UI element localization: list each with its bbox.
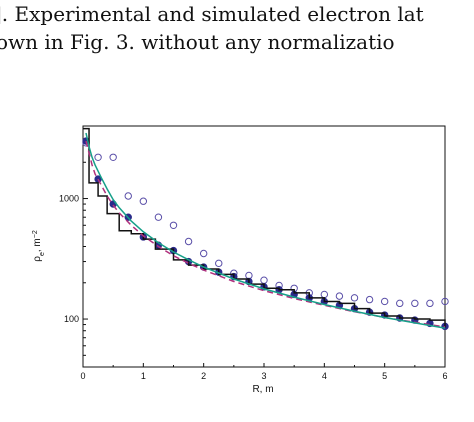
y-axis-symbol: ρ bbox=[32, 256, 43, 262]
series-0-point-3 bbox=[124, 192, 132, 200]
y-axis-unit: , m bbox=[32, 238, 43, 252]
series-0-point-1 bbox=[94, 153, 102, 161]
series-0-point-21 bbox=[396, 299, 404, 308]
y-axis-superscript: −2 bbox=[32, 230, 39, 238]
series-0-point-9 bbox=[215, 259, 223, 268]
series-0-point-12 bbox=[260, 276, 268, 284]
series-0-point-17 bbox=[335, 292, 344, 300]
series-layer bbox=[82, 127, 449, 331]
series-0-point-22 bbox=[411, 299, 419, 308]
x-tick-label-0: 0 bbox=[80, 371, 85, 381]
series-2-line bbox=[83, 127, 446, 328]
series-4-solid bbox=[85, 132, 446, 329]
series-0-point-20 bbox=[380, 297, 389, 306]
y-tick-label-1: 1000 bbox=[59, 194, 79, 204]
series-0-point-23 bbox=[426, 299, 434, 308]
x-axis-label: R, m bbox=[252, 384, 273, 395]
series-0-point-18 bbox=[350, 294, 359, 302]
axis-ticks: 0 1 2 3 4 5 6 100 1000 bbox=[59, 125, 448, 381]
series-0-point-19 bbox=[365, 295, 374, 304]
y-axis-subscript: e bbox=[39, 252, 46, 256]
series-2-step bbox=[83, 127, 446, 328]
x-tick-label-4: 4 bbox=[322, 371, 327, 381]
x-tick-label-1: 1 bbox=[141, 371, 146, 381]
series-0-point-4 bbox=[139, 197, 148, 205]
series-0-point-6 bbox=[169, 221, 178, 229]
series-0-open-circle bbox=[82, 139, 449, 308]
series-4-line bbox=[85, 132, 446, 329]
series-0-point-8 bbox=[199, 249, 208, 258]
y-tick-label-0: 100 bbox=[64, 314, 79, 324]
series-0-point-16 bbox=[320, 290, 329, 299]
paper-text-line-2: own in Fig. 3. without any normalizatio bbox=[0, 30, 395, 54]
series-0-point-5 bbox=[154, 213, 163, 221]
paper-text-line-1: ]. Experimental and simulated electron l… bbox=[0, 2, 424, 26]
x-tick-label-2: 2 bbox=[201, 371, 206, 381]
x-tick-label-3: 3 bbox=[261, 371, 266, 381]
plot-frame bbox=[82, 125, 446, 368]
series-0-point-24 bbox=[441, 297, 449, 306]
x-tick-label-5: 5 bbox=[382, 371, 387, 381]
x-tick-label-6: 6 bbox=[442, 371, 447, 381]
series-0-point-7 bbox=[184, 237, 193, 246]
y-axis-label: ρe, m−2 bbox=[32, 230, 46, 262]
series-0-point-11 bbox=[245, 271, 253, 280]
series-0-point-2 bbox=[109, 153, 117, 161]
